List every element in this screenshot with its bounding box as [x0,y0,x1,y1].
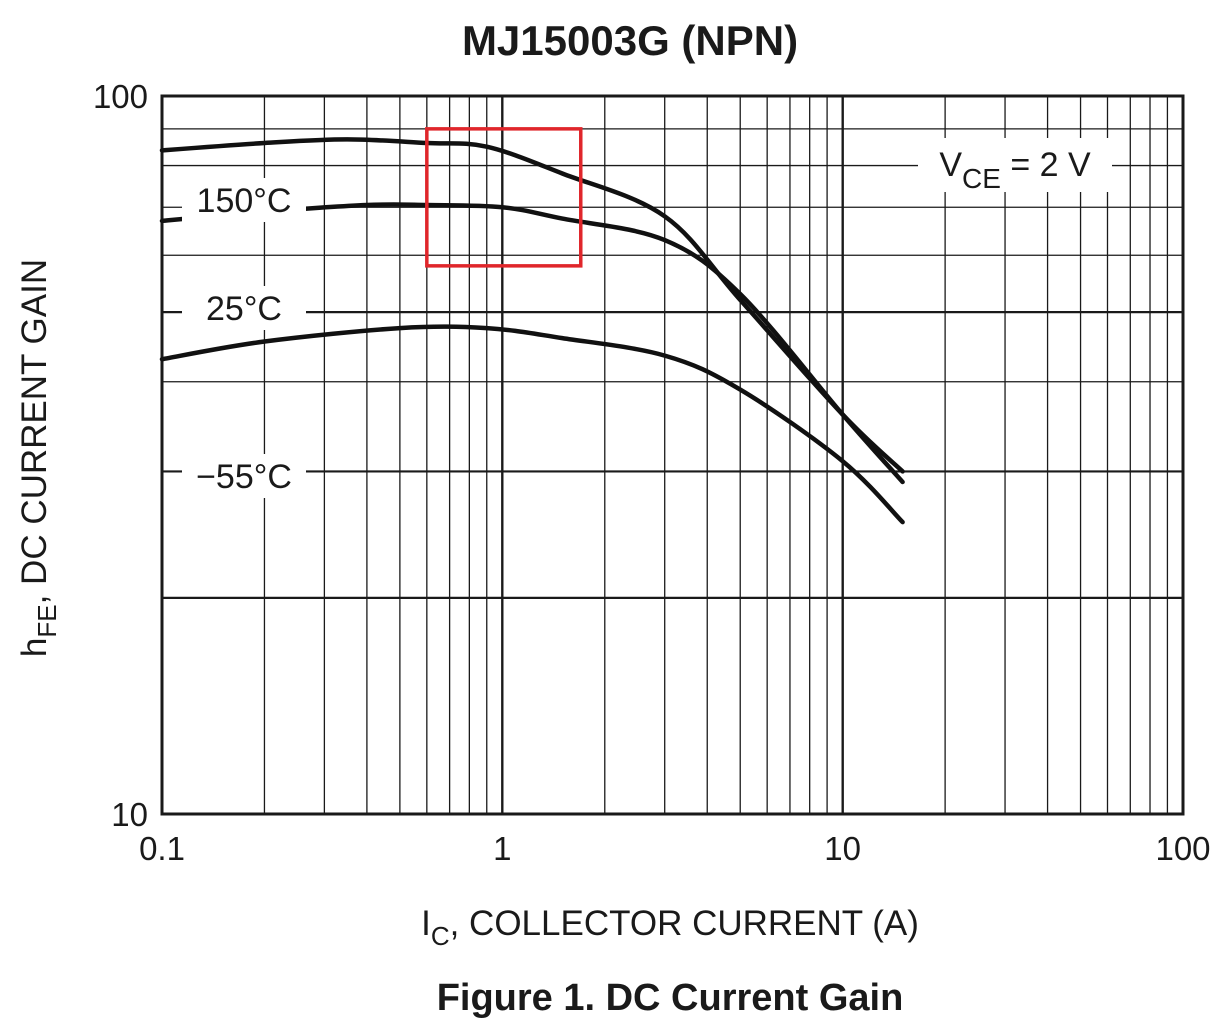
series-150c-curve [159,137,905,474]
annotation-background [918,138,1112,192]
y-axis-label: hFE, DC CURRENT GAIN [15,259,62,657]
tick-labels: 0.1 1 10 100 100 10 [93,78,1211,867]
series-label-background [182,178,306,222]
series-labels: 150°C 25°C −55°C [182,178,306,498]
vce-annotation-text: VCE = 2 V [939,146,1091,194]
series-label-background [182,286,306,330]
y-tick-label: 10 [111,796,148,833]
vce-annotation: VCE = 2 V [918,138,1112,194]
series-minus55c-curve [159,324,905,525]
series-25c-curve [159,202,905,485]
axis-labels: IC, COLLECTOR CURRENT (A) hFE, DC CURRENT… [15,259,919,951]
x-tick-label: 10 [824,830,861,867]
y-tick-label: 100 [93,78,148,115]
plot-frame [160,94,1185,816]
label-25c: 25°C [206,290,282,328]
highlight-rectangle [425,127,583,268]
highlight-box [425,127,583,268]
x-tick-label: 100 [1155,830,1210,867]
grid [160,94,1185,816]
figure-caption: Figure 1. DC Current Gain [437,977,904,1019]
label-minus55c: −55°C [196,458,292,496]
x-tick-label: 1 [493,830,511,867]
x-axis-label: IC, COLLECTOR CURRENT (A) [421,904,919,951]
chart-title: MJ15003G (NPN) [462,17,798,64]
label-150c: 150°C [197,182,292,220]
x-tick-label: 0.1 [139,830,185,867]
series-label-background [182,454,306,498]
